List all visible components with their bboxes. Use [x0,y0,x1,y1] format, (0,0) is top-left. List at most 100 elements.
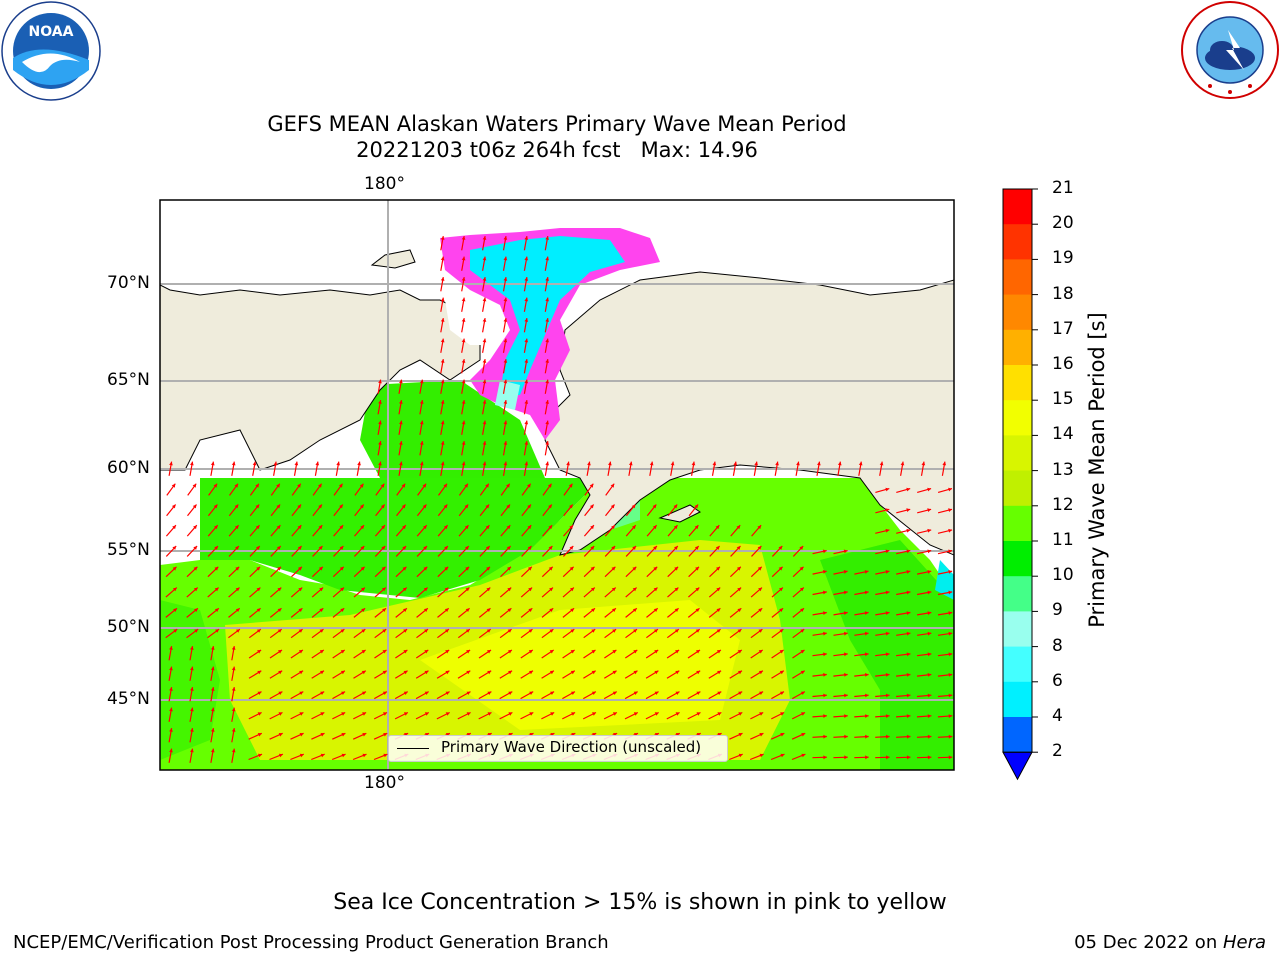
wave-arrow-head [419,400,424,404]
wave-arrow-head [927,734,932,739]
wave-arrow-head [404,733,409,737]
wave-arrow-head [591,691,596,695]
wave-arrow-head [885,528,890,533]
wave-arrow-head [506,483,510,488]
wave-arrow-head [568,483,573,488]
colorbar-label: Primary Wave Mean Period [s] [1085,312,1109,628]
colorbar-segment [1003,329,1032,366]
wave-arrow-head [506,546,511,550]
wave-arrow-head [319,608,324,612]
wave-arrow-head [503,461,508,466]
wave-arrow-head [461,461,466,466]
wave-arrow-head [738,753,743,758]
wave-arrow-head [403,629,408,633]
wave-arrow-head [461,256,466,261]
wave-arrow-head [948,528,953,533]
wave-arrow-head [528,650,533,654]
wave-arrow-head [694,546,699,550]
wave-arrow-head [927,693,932,698]
wave-arrow-head [508,733,513,737]
wave-arrow-head [948,734,953,739]
wave-arrow-head [592,712,596,716]
wave-arrow-head [255,483,259,488]
wave-arrow-head [276,483,280,488]
wave-arrow-head [507,608,512,612]
wave-arrow-head [445,650,450,654]
wave-arrow-head [461,441,466,445]
wave-arrow-head [801,712,805,716]
wave-arrow-head [569,504,573,509]
wave-arrow-head [921,461,926,466]
wave-arrow-head [423,587,428,592]
wave-arrow-head [736,566,741,571]
wave-arrow-head [674,587,679,592]
wave-arrow-head [231,748,236,753]
wave-arrow-head [549,608,554,612]
wave-arrow-head [486,608,491,612]
wave-arrow-head [545,359,549,363]
wave-arrow-head [234,504,239,509]
wave-arrow-head [461,338,466,343]
wave-arrow-head [654,691,659,695]
wave-arrow-head [320,670,324,675]
wave-arrow-head [257,712,262,716]
wave-arrow-head [278,650,282,654]
wave-arrow-head [591,629,596,633]
wave-arrow-head [340,587,344,592]
wave-arrow-head [299,712,304,716]
wave-arrow-head [256,608,261,612]
wave-arrow-head [482,359,487,363]
lat-label-70n: 70°N [107,273,150,293]
wave-arrow-head [780,712,785,716]
wave-arrow-head [461,236,466,240]
wave-arrow-head [653,587,658,592]
wave-arrow-head [906,508,911,512]
wave-arrow-head [779,608,784,612]
wave-arrow-head [443,525,448,530]
wave-arrow-head [339,566,344,571]
wave-arrow-head [906,673,911,677]
wave-arrow-head [190,646,194,650]
wave-arrow-head [423,525,427,530]
wave-arrow-head [169,646,173,650]
wave-arrow-head [298,608,303,612]
wave-arrow-head [906,487,911,492]
wave-arrow-head [482,236,487,240]
wave-arrow-head [675,670,680,675]
wave-arrow-head [190,728,194,732]
wave-arrow-head [633,712,638,716]
wave-arrow-head [864,673,869,677]
wave-arrow-head [424,712,429,716]
wave-arrow-head [548,566,553,571]
wave-arrow-head [503,338,508,343]
wave-arrow-head [696,712,701,716]
wave-arrow-head [865,755,869,760]
wave-arrow-head [210,646,215,650]
wave-arrow-head [823,611,827,615]
wave-arrow-head [465,566,470,571]
wave-arrow-head [424,670,429,675]
wave-arrow-head [548,504,552,509]
wave-arrow-head [256,546,260,550]
wave-arrow-head [361,587,365,592]
wave-arrow-head [612,608,616,612]
wave-arrow-head [508,670,513,675]
colorbar-tick-label: 21 [1052,178,1074,198]
wave-arrow-head [927,611,932,615]
wave-arrow-head [444,608,449,612]
wave-arrow-head [466,733,471,737]
wave-arrow-head [338,483,343,488]
wave-arrow-head [948,673,953,677]
colorbar-tick-label: 13 [1052,459,1074,480]
wave-arrow-head [823,734,827,739]
colorbar-tick-label: 2 [1052,741,1063,762]
wave-arrow-head [817,461,821,466]
wave-arrow-head [591,670,596,675]
wave-arrow-head [210,687,215,691]
wave-arrow-head [464,483,468,488]
lon-label-top: 180° [364,174,405,194]
wave-arrow-head [754,461,758,466]
wave-arrow-head [320,691,325,695]
wave-arrow-head [440,461,445,466]
wave-arrow-head [632,546,636,550]
